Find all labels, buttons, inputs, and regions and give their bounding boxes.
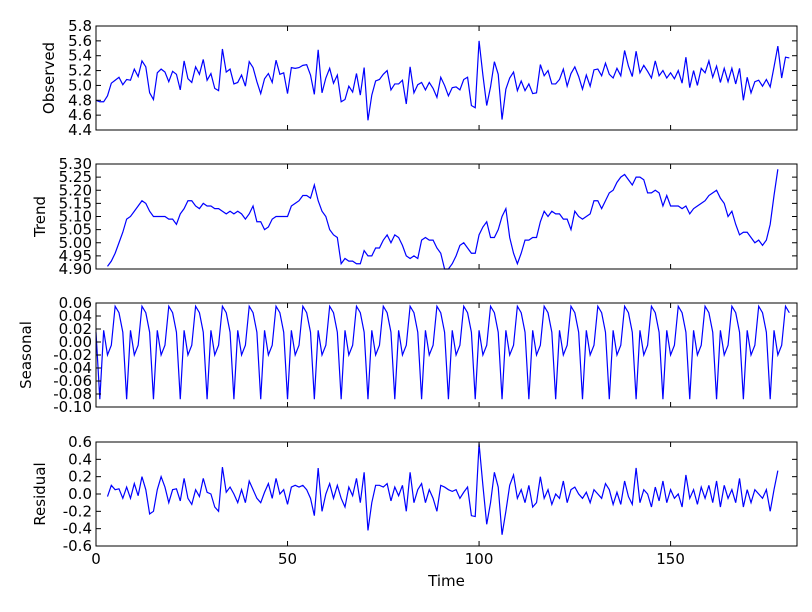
- y-tick-label: -0.02: [53, 346, 92, 364]
- y-tick-label: 5.0: [68, 76, 92, 94]
- y-tick-label: -0.04: [53, 359, 92, 377]
- y-tick-label: 5.4: [68, 47, 92, 65]
- y-tick-label: 0.0: [68, 485, 92, 503]
- y-tick-label: -0.10: [53, 398, 92, 416]
- data-line: [106, 443, 779, 535]
- x-tick-label: 0: [91, 550, 101, 568]
- y-tick-label: 5.05: [59, 221, 92, 239]
- x-tick-label: 50: [278, 550, 297, 568]
- x-axis-label: Time: [427, 572, 465, 590]
- y-tick-label: -0.4: [63, 520, 92, 538]
- y-tick-label: -0.2: [63, 502, 92, 520]
- y-axis-label: Observed: [40, 42, 58, 114]
- y-tick-label: -0.06: [53, 372, 92, 390]
- y-tick-label: -0.08: [53, 385, 92, 403]
- y-tick-label: 4.8: [68, 91, 92, 109]
- y-tick-label: 0.00: [59, 333, 92, 351]
- y-tick-label: -0.6: [63, 537, 92, 555]
- y-tick-label: 4.90: [59, 260, 92, 278]
- y-tick-label: 0.04: [59, 307, 92, 325]
- y-tick-label: 5.25: [59, 168, 92, 186]
- y-tick-label: 4.6: [68, 106, 92, 124]
- y-tick-label: 5.00: [59, 234, 92, 252]
- data-line: [95, 40, 790, 121]
- y-tick-label: 5.10: [59, 208, 92, 226]
- axes-frame: [95, 25, 798, 131]
- x-tick-label: 100: [465, 550, 494, 568]
- data-line: [107, 169, 779, 270]
- x-tick-label: 150: [656, 550, 685, 568]
- y-tick-label: 0.2: [68, 468, 92, 486]
- data-line: [95, 304, 790, 400]
- y-tick-label: 0.6: [68, 433, 92, 451]
- y-tick-label: 5.20: [59, 181, 92, 199]
- y-tick-label: 5.2: [68, 62, 92, 80]
- y-tick-label: 0.4: [68, 450, 92, 468]
- y-tick-label: 5.8: [68, 17, 92, 35]
- y-tick-label: 5.30: [59, 155, 92, 173]
- y-axis-label: Seasonal: [17, 321, 35, 389]
- y-tick-label: 4.95: [59, 247, 92, 265]
- y-tick-label: 5.6: [68, 32, 92, 50]
- y-tick-label: 4.4: [68, 121, 92, 139]
- y-axis-label: Trend: [31, 196, 49, 238]
- y-axis-label: Residual: [31, 462, 49, 525]
- axes-frame: [95, 163, 798, 270]
- y-tick-label: 0.02: [59, 320, 92, 338]
- y-tick-label: 5.15: [59, 194, 92, 212]
- y-tick-label: 0.06: [59, 294, 92, 312]
